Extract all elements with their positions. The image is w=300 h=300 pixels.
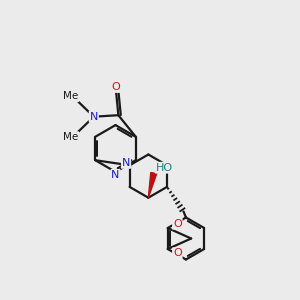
Text: N: N bbox=[90, 112, 98, 122]
Text: O: O bbox=[173, 248, 182, 258]
Text: O: O bbox=[112, 82, 120, 92]
Text: N: N bbox=[111, 170, 120, 180]
Text: O: O bbox=[173, 219, 182, 229]
Text: N: N bbox=[122, 158, 130, 168]
Text: Me: Me bbox=[63, 132, 78, 142]
Text: HO: HO bbox=[156, 163, 173, 173]
Polygon shape bbox=[148, 172, 157, 198]
Text: Me: Me bbox=[63, 91, 78, 101]
